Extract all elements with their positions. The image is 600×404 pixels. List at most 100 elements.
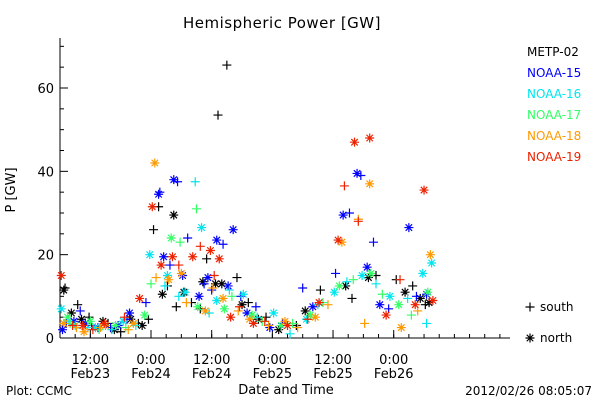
point-south-metp-02: [347, 293, 357, 303]
point-south-metp-02: [420, 300, 430, 310]
x-tick-label-time: 12:00: [314, 353, 351, 368]
x-axis-label: Date and Time: [238, 383, 334, 398]
point-north-metp-02: [300, 306, 310, 316]
point-north-noaa-19: [99, 318, 109, 328]
point-north-noaa-17: [247, 310, 257, 320]
point-north-metp-02: [66, 308, 76, 318]
point-south-metp-02: [143, 314, 153, 324]
point-south-noaa-15: [368, 237, 378, 247]
point-north-noaa-18: [79, 327, 89, 337]
point-north-noaa-19: [214, 254, 224, 264]
point-north-noaa-16: [427, 258, 437, 268]
point-south-noaa-19: [339, 181, 349, 191]
legend-entry-metp-02: METP-02: [527, 45, 579, 59]
y-axis-label: P [GW]: [4, 167, 19, 212]
point-north-noaa-17: [305, 310, 315, 320]
point-north-metp-02: [76, 314, 86, 324]
point-south-metp-02: [315, 285, 325, 295]
point-north-noaa-16: [56, 304, 66, 314]
point-south-noaa-19: [260, 316, 270, 326]
y-tick-label: 0: [46, 332, 54, 347]
point-north-noaa-19: [350, 137, 360, 147]
point-north-noaa-15: [223, 281, 233, 291]
point-north-metp-02: [59, 285, 69, 295]
point-south-metp-02: [149, 225, 159, 235]
point-south-noaa-18: [360, 318, 370, 328]
legend-entry-noaa-18: NOAA-18: [527, 129, 581, 143]
legend-marker-star-icon: [525, 333, 535, 343]
point-south-noaa-15: [298, 283, 308, 293]
point-north-noaa-19: [428, 296, 438, 305]
point-north-noaa-18: [150, 158, 160, 168]
point-north-metp-02: [424, 298, 434, 308]
legend-entry-noaa-15: NOAA-15: [527, 66, 581, 80]
point-south-noaa-18: [71, 323, 81, 333]
point-north-noaa-15: [404, 223, 414, 233]
footer-plot-source: Plot: CCMC: [6, 384, 72, 398]
point-north-noaa-18: [310, 312, 320, 322]
point-north-noaa-17: [334, 281, 344, 291]
point-north-noaa-19: [188, 252, 198, 262]
point-south-noaa-19: [234, 302, 244, 312]
point-south-noaa-17: [192, 204, 202, 214]
point-south-noaa-15: [218, 239, 228, 249]
point-north-metp-02: [363, 273, 373, 283]
chart-title: Hemispheric Power [GW]: [183, 14, 381, 32]
point-south-noaa-16: [422, 318, 432, 328]
point-north-noaa-16: [238, 289, 248, 299]
point-north-noaa-17: [276, 321, 286, 330]
point-north-noaa-15: [58, 325, 68, 335]
point-south-metp-02: [202, 254, 212, 264]
point-south-noaa-19: [68, 321, 78, 330]
point-south-noaa-17: [227, 291, 237, 301]
x-tick-label-date: Feb25: [313, 367, 353, 382]
point-south-noaa-16: [285, 329, 295, 339]
point-north-noaa-19: [156, 260, 166, 270]
legend-marker-label: south: [540, 300, 574, 314]
x-tick-label-time: 0:00: [379, 353, 408, 368]
point-north-noaa-16: [90, 323, 100, 333]
point-south-metp-02: [171, 302, 181, 312]
point-north-noaa-16: [197, 223, 207, 233]
x-tick-label-date: Feb25: [253, 367, 293, 382]
point-north-noaa-15: [228, 225, 238, 235]
point-south-noaa-15: [183, 233, 193, 243]
point-north-noaa-19: [314, 298, 324, 308]
point-south-noaa-19: [119, 312, 129, 322]
point-north-noaa-16: [269, 308, 279, 318]
point-south-noaa-19: [88, 325, 98, 335]
point-north-noaa-15: [194, 291, 204, 301]
point-south-noaa-18: [208, 283, 218, 293]
point-south-noaa-17: [377, 289, 387, 299]
point-south-noaa-15: [199, 279, 209, 289]
point-north-noaa-19: [419, 185, 429, 195]
point-south-noaa-16: [174, 291, 184, 301]
point-north-noaa-16: [329, 287, 339, 297]
point-south-metp-02: [213, 110, 223, 120]
point-south-noaa-19: [195, 241, 205, 251]
point-south-noaa-16: [160, 281, 170, 291]
point-south-noaa-18: [293, 323, 303, 333]
point-south-noaa-15: [411, 291, 421, 301]
x-tick-label-time: 12:00: [72, 353, 109, 368]
point-north-metp-02: [253, 314, 263, 324]
point-north-noaa-19: [78, 321, 88, 330]
point-north-noaa-15: [338, 210, 348, 220]
point-north-noaa-18: [218, 293, 228, 303]
point-south-noaa-19: [303, 314, 313, 324]
axes: 020406012:00Feb230:00Feb2412:00Feb240:00…: [37, 38, 510, 382]
point-south-metp-02: [222, 60, 232, 70]
point-north-noaa-16: [385, 291, 395, 301]
point-south-noaa-16: [403, 293, 413, 303]
legend: METP-02 NOAA-15 NOAA-16 NOAA-17 NOAA-18 NOAA-…: [525, 45, 581, 345]
point-south-noaa-15: [207, 285, 217, 295]
point-north-noaa-15: [203, 273, 213, 283]
point-north-metp-02: [157, 289, 167, 299]
x-tick-label-time: 0:00: [136, 353, 165, 368]
point-north-noaa-18: [59, 318, 69, 328]
point-north-noaa-19: [333, 235, 343, 245]
point-north-metp-02: [400, 287, 410, 297]
point-south-noaa-15: [75, 306, 85, 316]
